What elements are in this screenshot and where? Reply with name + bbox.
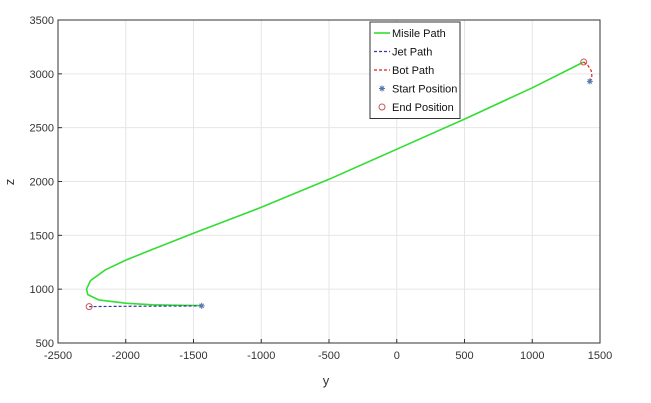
x-tick-label: -2500 (44, 350, 72, 362)
x-tick-label: 0 (394, 350, 400, 362)
legend-label: Bot Path (392, 65, 434, 77)
series (85, 61, 593, 308)
legend-swatch-start-position (379, 85, 385, 92)
legend-label: Misile Path (392, 28, 446, 40)
x-tick-label: -500 (318, 350, 340, 362)
legend: Misile Path Jet Path Bot Path Start Positio… (369, 21, 461, 119)
x-axis-label: y (323, 373, 330, 388)
jet-path-line (89, 305, 202, 308)
start-position-marker (586, 78, 593, 85)
misile-path-line (85, 61, 585, 307)
y-tick-label: 3000 (30, 69, 54, 81)
bot-path-line (583, 61, 593, 82)
x-tick-label: 1500 (588, 350, 612, 362)
x-tick-label: -1500 (179, 350, 207, 362)
legend-label: End Position (392, 102, 454, 114)
x-tick-label: 1000 (520, 350, 544, 362)
legend-label: Start Position (392, 84, 457, 96)
x-axis-ticks: -2500 -2000 -1500 -1000 -500 0 500 1000 1500 (44, 339, 612, 362)
y-tick-label: 2500 (30, 123, 54, 135)
y-tick-label: 1500 (30, 230, 54, 242)
end-position-marker (580, 58, 588, 66)
legend-label: Jet Path (392, 47, 432, 59)
x-tick-label: -2000 (112, 350, 140, 362)
start-position-marker (198, 302, 205, 309)
end-position-marker (85, 303, 93, 311)
x-tick-label: -1000 (247, 350, 275, 362)
y-axis-ticks: 500 1000 1500 2000 2500 3000 3500 (30, 15, 62, 350)
y-tick-label: 2000 (30, 177, 54, 189)
y-axis-label: z (2, 179, 17, 186)
y-tick-label: 1000 (30, 284, 54, 296)
x-tick-label: 500 (455, 350, 473, 362)
markers (85, 58, 593, 311)
y-tick-label: 3500 (30, 15, 54, 27)
y-tick-label: 500 (36, 338, 54, 350)
legend-swatch-end-position (378, 103, 386, 111)
